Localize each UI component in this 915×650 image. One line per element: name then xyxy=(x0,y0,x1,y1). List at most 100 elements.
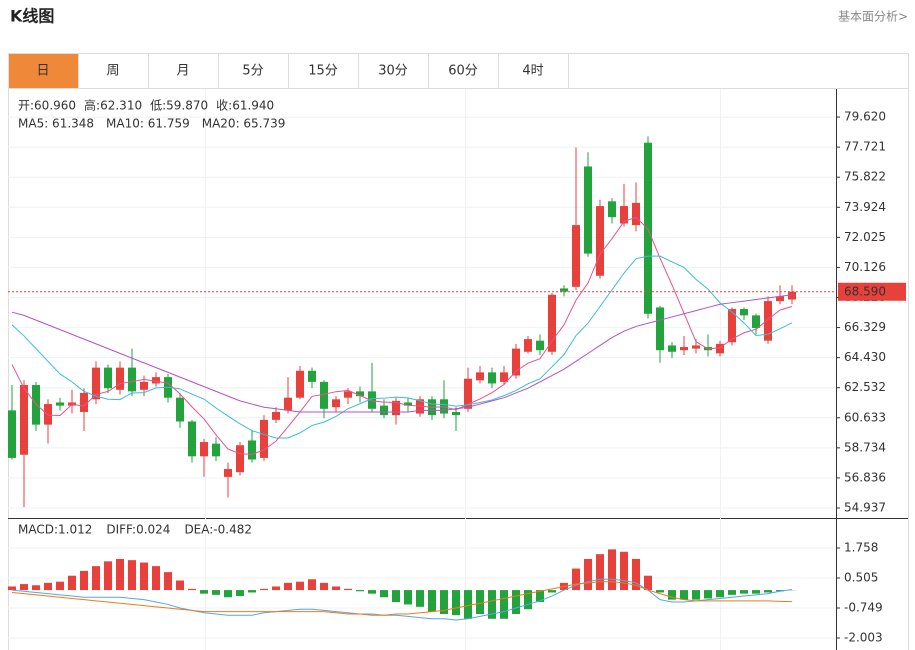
candle-body xyxy=(728,309,736,343)
macd-bar xyxy=(296,581,304,591)
candle-body xyxy=(740,309,748,316)
macd-bar xyxy=(632,558,640,591)
candle-body xyxy=(488,372,496,384)
candle-body xyxy=(356,391,364,397)
macd-bar xyxy=(356,590,364,592)
legend-entry: MA5: 61.348 xyxy=(18,117,94,131)
y-tick-label: 64.430 xyxy=(844,350,886,364)
macd-bar xyxy=(320,582,328,591)
candle-body xyxy=(464,378,472,409)
macd-bar xyxy=(656,590,664,593)
candle-body xyxy=(80,392,88,412)
candle-body xyxy=(476,372,484,381)
macd-bar xyxy=(464,590,472,619)
tab[interactable] xyxy=(358,53,429,89)
candle-body xyxy=(668,345,676,352)
legend-entry: MA20: 65.739 xyxy=(202,117,286,131)
tab-label[interactable]: 60分 xyxy=(448,64,478,79)
macd-line xyxy=(11,578,793,621)
macd-bar xyxy=(716,590,724,598)
y-tick-label: 72.025 xyxy=(844,230,886,244)
tab-label[interactable]: 15分 xyxy=(308,64,338,79)
price-tag-label: 68.590 xyxy=(844,284,886,298)
candle-body xyxy=(332,399,340,408)
widget-frame xyxy=(8,53,909,650)
macd-bar xyxy=(344,588,352,591)
macd-bar xyxy=(176,580,184,591)
candle-body xyxy=(656,307,664,351)
macd-bar xyxy=(704,590,712,599)
candle-body xyxy=(152,377,160,384)
legend-entry: MA10: 61.759 xyxy=(106,117,190,131)
info-value: 59.870 xyxy=(166,99,208,113)
macd-bar xyxy=(428,590,436,612)
y-tick-label: 56.836 xyxy=(844,470,886,484)
macd-bar xyxy=(392,590,400,603)
candle-body xyxy=(524,339,532,352)
candle-body xyxy=(248,440,256,460)
tab-label[interactable]: 30分 xyxy=(378,64,408,79)
macd-bar xyxy=(668,590,676,600)
candle-body xyxy=(56,402,64,406)
tab[interactable] xyxy=(288,53,359,89)
tab-label[interactable]: 4时 xyxy=(522,64,543,79)
tab-label[interactable]: 月 xyxy=(176,64,189,79)
y-tick-label: -0.749 xyxy=(844,600,883,614)
tab[interactable] xyxy=(8,53,79,89)
tab[interactable] xyxy=(428,53,499,89)
y-tick-label: 1.758 xyxy=(844,540,878,554)
macd-bar xyxy=(56,581,64,591)
candle-body xyxy=(380,405,388,416)
candle-body xyxy=(548,294,556,352)
candle-body xyxy=(284,397,292,411)
macd-bar xyxy=(692,590,700,600)
candle-body xyxy=(224,468,232,477)
y-tick-label: 66.329 xyxy=(844,320,886,334)
macd-line xyxy=(11,581,793,616)
info-value: 60.960 xyxy=(34,99,76,113)
macd-bar xyxy=(272,586,280,591)
macd-bar xyxy=(236,590,244,597)
ma-line xyxy=(11,294,793,413)
tab[interactable] xyxy=(218,53,289,89)
macd-bar xyxy=(68,575,76,591)
y-tick-label: 70.126 xyxy=(844,260,886,274)
macd-bar xyxy=(284,582,292,591)
candle-body xyxy=(560,288,568,292)
candle-body xyxy=(188,421,196,457)
info-label: 开: xyxy=(18,99,34,113)
info-label: 收: xyxy=(216,99,232,113)
candle-body xyxy=(620,206,628,224)
tab[interactable] xyxy=(498,53,569,89)
macd-bar xyxy=(440,590,448,615)
legend-entry: DEA:-0.482 xyxy=(184,523,252,537)
macd-bar xyxy=(584,558,592,591)
candle-body xyxy=(404,402,412,406)
candle-body xyxy=(308,370,316,382)
y-tick-label: 77.721 xyxy=(844,140,886,154)
tab-label[interactable]: 周 xyxy=(106,64,119,79)
macd-bar xyxy=(44,582,52,591)
macd-bar xyxy=(608,549,616,591)
candle-body xyxy=(716,343,724,354)
macd-bar xyxy=(80,570,88,591)
candle-body xyxy=(500,372,508,382)
tab-label[interactable]: 日 xyxy=(36,64,49,79)
candle-body xyxy=(752,315,760,329)
y-tick-label: 73.924 xyxy=(844,200,886,214)
tab-label[interactable]: 5分 xyxy=(242,64,263,79)
y-tick-label: 75.822 xyxy=(844,170,886,184)
candle-body xyxy=(320,381,328,409)
macd-bar xyxy=(140,562,148,591)
fundamental-link[interactable]: 基本面分析> xyxy=(838,10,908,24)
candle-body xyxy=(572,225,580,287)
macd-bar xyxy=(368,590,376,594)
candle-body xyxy=(296,370,304,398)
candle-body xyxy=(692,345,700,349)
macd-bar xyxy=(224,590,232,598)
legend-entry: MACD:1.012 xyxy=(18,523,92,537)
candle-body xyxy=(452,411,460,416)
macd-bar xyxy=(512,590,520,615)
macd-bar xyxy=(128,560,136,591)
